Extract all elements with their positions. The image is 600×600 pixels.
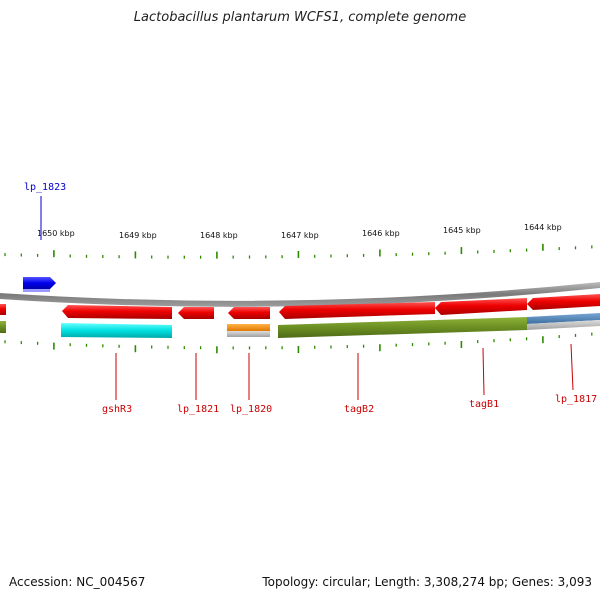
feature-bar (0, 321, 6, 333)
outer-tick-ruler (4, 243, 593, 259)
lp_1820-feature-bar (227, 324, 270, 331)
lp_1820-feature-bar-2 (227, 331, 270, 337)
map-title: Lactobacillus plantarum WCFS1, complete … (133, 10, 467, 25)
ruler-label: 1650 kbp (37, 229, 75, 238)
ruler-label: 1646 kbp (362, 229, 400, 238)
ruler-labels: 1650 kbp 1649 kbp 1648 kbp 1647 kbp 1646… (37, 223, 562, 240)
inner-tick-ruler (4, 332, 593, 354)
ruler-label: 1649 kbp (119, 231, 157, 240)
tagB1-leader-line (482, 347, 485, 396)
gene-label-tagB1: tagB1 (469, 399, 499, 410)
lp_1817-feature-bar-2 (527, 320, 600, 330)
gene-gshR3-arrow (62, 305, 172, 319)
ruler-label: 1644 kbp (524, 223, 562, 232)
ruler-label: 1645 kbp (443, 226, 481, 235)
gene-label-lp_1823: lp_1823 (24, 182, 66, 193)
lp_1817-leader-line (570, 343, 574, 391)
accession-text: Accession: NC_004567 (9, 575, 146, 589)
gene-lp_1823-feature (23, 289, 50, 292)
gene-tagB1-arrow (435, 298, 527, 315)
gene-label-tagB2: tagB2 (344, 404, 374, 415)
gene-label-gshR3: gshR3 (102, 404, 132, 415)
ruler-label: 1648 kbp (200, 231, 238, 240)
gene-lp_1821-arrow (178, 307, 214, 319)
gene-label-lp_1821: lp_1821 (177, 404, 219, 415)
lp_1817-feature-bar (527, 313, 600, 324)
genome-backbone (0, 282, 600, 307)
gene-arrow (0, 304, 6, 315)
gene-lp_1817-arrow (527, 294, 600, 310)
gene-label-lp_1817: lp_1817 (555, 394, 597, 405)
tagB-feature-bar (278, 317, 527, 338)
gshR3-feature-bar (61, 323, 172, 338)
gene-tagB2-arrow (279, 302, 435, 319)
gene-lp_1823-arrow (23, 277, 56, 289)
genome-summary-text: Topology: circular; Length: 3,308,274 bp… (262, 575, 592, 589)
gene-label-lp_1820: lp_1820 (230, 404, 272, 415)
ruler-label: 1647 kbp (281, 231, 319, 240)
gene-lp_1820-arrow (228, 307, 270, 319)
